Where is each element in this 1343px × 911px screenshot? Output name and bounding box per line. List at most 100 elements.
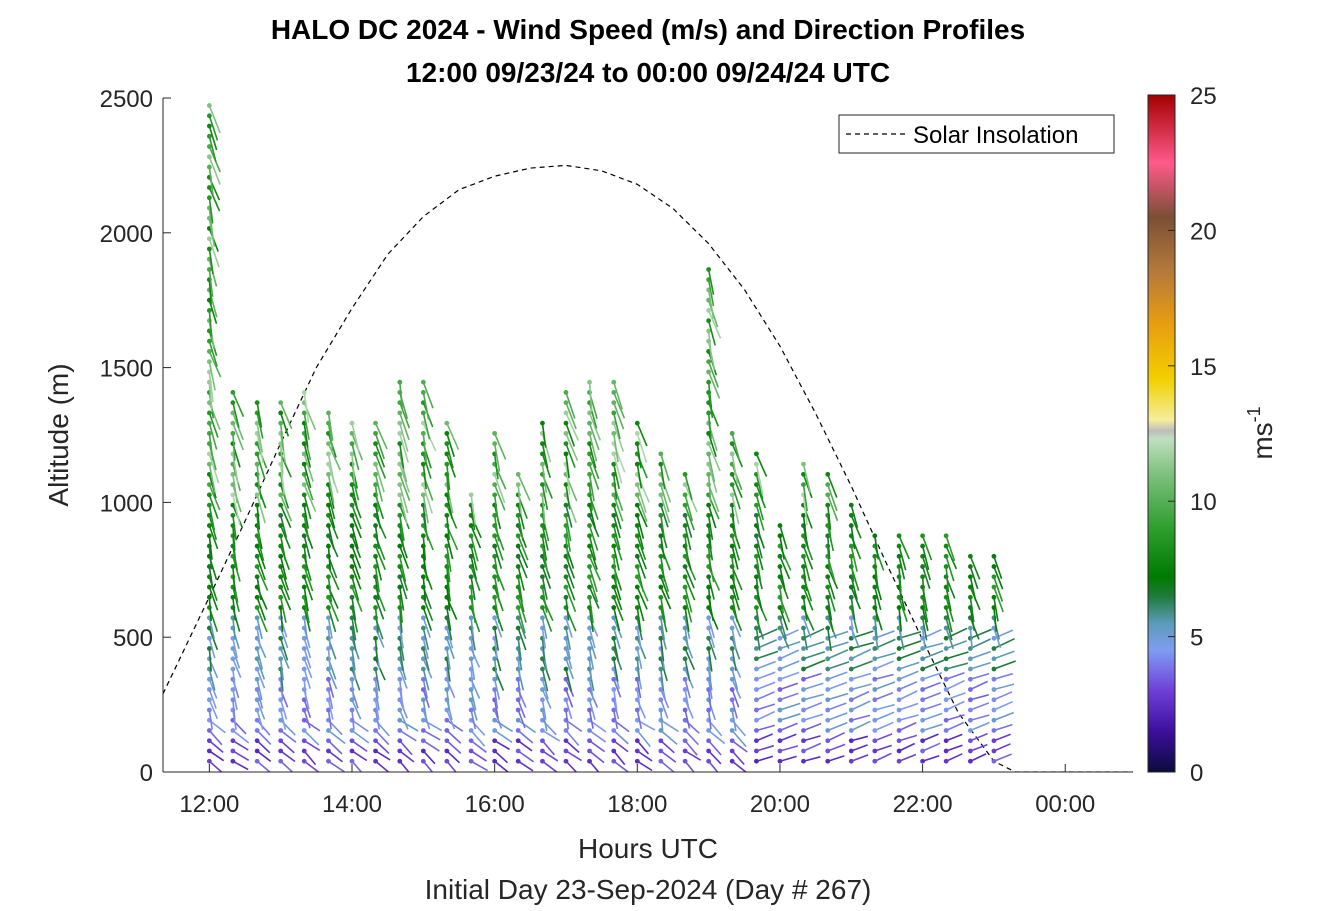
wind-barb <box>256 607 268 633</box>
wind-barb <box>970 753 987 762</box>
wind-barb-point <box>397 676 403 682</box>
wind-barb-point <box>444 512 450 518</box>
wind-barb-point <box>397 758 403 764</box>
wind-profile-column <box>754 451 779 764</box>
wind-barb <box>779 755 797 762</box>
wind-barb <box>374 433 385 460</box>
wind-barb-point <box>278 553 284 559</box>
wind-barb-point <box>682 605 688 610</box>
wind-barb-point <box>230 728 236 733</box>
wind-barb-point <box>373 482 378 488</box>
wind-barb <box>208 597 212 621</box>
wind-barb <box>208 351 222 378</box>
wind-barb <box>541 668 549 692</box>
colorbar-tick-label: 10 <box>1190 489 1217 516</box>
wind-barb <box>874 752 892 762</box>
wind-barb <box>922 691 942 701</box>
wind-barb-point <box>206 420 212 426</box>
wind-barb-point <box>587 533 592 539</box>
wind-barb <box>303 668 311 689</box>
wind-barb-point <box>658 482 664 488</box>
wind-barb-point <box>634 492 640 498</box>
wind-barb <box>779 692 799 701</box>
wind-barb-point <box>896 717 902 723</box>
wind-barb <box>802 474 813 499</box>
wind-barb <box>374 658 386 681</box>
wind-barb-point <box>349 512 355 518</box>
wind-barb-point <box>634 461 640 467</box>
wind-barb-point <box>397 410 403 416</box>
wind-barb <box>636 648 643 670</box>
wind-barb <box>446 750 461 764</box>
wind-barb <box>922 723 943 732</box>
wind-barb-point <box>587 461 592 467</box>
wind-barb-point <box>326 605 331 610</box>
wind-barb-point <box>587 574 592 580</box>
wind-barb-point <box>420 676 426 682</box>
wind-barb-point <box>420 390 426 395</box>
wind-barb <box>612 504 622 530</box>
wind-barb <box>422 689 430 708</box>
wind-barb-point <box>658 502 664 508</box>
wind-barb <box>493 443 501 472</box>
wind-barb <box>850 597 856 621</box>
wind-barb-point <box>777 687 783 692</box>
wind-barb <box>636 484 647 513</box>
wind-barb <box>636 504 648 528</box>
wind-barb <box>660 556 666 582</box>
wind-barb-point <box>896 605 902 610</box>
wind-barb-point <box>706 328 712 334</box>
wind-barb <box>588 760 600 772</box>
wind-barb-point <box>682 717 688 723</box>
wind-barb <box>279 464 285 495</box>
wind-barb-point <box>254 594 260 600</box>
wind-barb <box>232 729 250 744</box>
wind-barb <box>493 679 501 700</box>
wind-barb <box>399 504 410 530</box>
wind-barb <box>636 637 647 660</box>
wind-barb-point <box>206 584 212 590</box>
wind-barb <box>541 464 548 493</box>
wind-barb-point <box>206 461 212 467</box>
wind-barb <box>802 484 808 512</box>
wind-barb-point <box>254 543 260 549</box>
wind-barb <box>517 484 522 514</box>
wind-barb-point <box>373 461 378 467</box>
wind-barb-point <box>658 615 664 621</box>
wind-barb-point <box>492 471 498 477</box>
wind-barb <box>279 494 293 522</box>
wind-barb-point <box>563 410 569 416</box>
wind-barb <box>470 699 478 721</box>
wind-barb-point <box>754 687 759 692</box>
wind-barb-point <box>872 676 878 682</box>
wind-barb <box>279 412 290 437</box>
wind-barb-point <box>825 594 831 600</box>
wind-barb <box>684 494 694 522</box>
wind-barb <box>279 504 292 529</box>
wind-barb-point <box>658 707 664 713</box>
wind-barb <box>494 740 511 751</box>
wind-barb-point <box>634 564 640 569</box>
wind-barb-point <box>801 676 806 682</box>
wind-barb-point <box>920 646 925 651</box>
wind-barb-point <box>587 758 592 764</box>
wind-barb-point <box>943 615 949 621</box>
wind-barb <box>565 484 571 510</box>
wind-barb <box>922 733 939 742</box>
x-axis-label: Hours UTC <box>578 833 718 864</box>
wind-barb <box>256 545 266 570</box>
wind-barb-point <box>682 646 688 651</box>
wind-barb <box>374 576 380 601</box>
wind-barb <box>470 750 487 762</box>
wind-barb <box>565 576 576 601</box>
wind-barb-point <box>920 553 925 559</box>
wind-barb <box>613 494 624 522</box>
colorbar-label-exponent: -1 <box>1244 406 1264 422</box>
wind-barb <box>970 694 989 701</box>
wind-barb <box>208 515 218 540</box>
wind-barb <box>898 753 917 762</box>
wind-barb <box>279 556 288 580</box>
wind-barb <box>755 474 764 500</box>
wind-barb <box>707 371 721 399</box>
wind-barb-point <box>492 594 498 600</box>
